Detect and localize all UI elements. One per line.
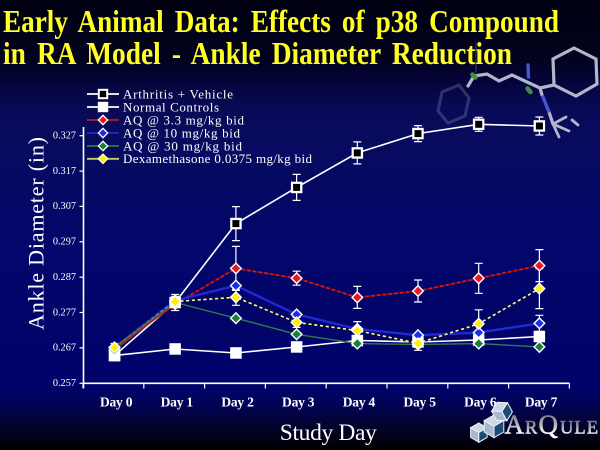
svg-text:Normal Controls: Normal Controls <box>123 99 219 114</box>
svg-text:Day 2: Day 2 <box>221 395 254 410</box>
svg-text:Day 4: Day 4 <box>343 395 376 410</box>
svg-text:ULE: ULE <box>560 419 598 439</box>
svg-text:R: R <box>525 419 538 439</box>
svg-text:0.277: 0.277 <box>53 307 76 318</box>
svg-text:0.327: 0.327 <box>53 131 76 142</box>
svg-text:0.297: 0.297 <box>53 237 76 248</box>
svg-text:0.287: 0.287 <box>53 272 76 283</box>
svg-text:Study Day: Study Day <box>280 420 377 446</box>
svg-text:Day 6: Day 6 <box>464 395 497 410</box>
svg-text:Day 1: Day 1 <box>161 395 194 410</box>
svg-text:Q: Q <box>539 410 559 440</box>
svg-text:A: A <box>505 410 525 440</box>
svg-text:0.267: 0.267 <box>53 343 76 354</box>
svg-text:AQ @ 3.3 mg/kg bid: AQ @ 3.3 mg/kg bid <box>123 112 245 127</box>
svg-text:AQ @ 10 mg/kg bid: AQ @ 10 mg/kg bid <box>123 125 241 140</box>
svg-text:Dexamethasone 0.0375 mg/kg bid: Dexamethasone 0.0375 mg/kg bid <box>123 151 313 166</box>
svg-text:Day 7: Day 7 <box>525 395 558 410</box>
svg-text:0.307: 0.307 <box>53 201 76 212</box>
svg-text:Ankle Diameter (in): Ankle Diameter (in) <box>24 137 49 330</box>
svg-text:Arthritis + Vehicle: Arthritis + Vehicle <box>123 86 233 101</box>
svg-text:Day 5: Day 5 <box>403 395 436 410</box>
svg-text:AQ @ 30 mg/kg bid: AQ @ 30 mg/kg bid <box>123 138 243 153</box>
svg-text:in RA Model - Ankle Diameter R: in RA Model - Ankle Diameter Reduction <box>3 36 512 71</box>
svg-text:0.257: 0.257 <box>53 378 76 389</box>
svg-text:Day 3: Day 3 <box>282 395 315 410</box>
svg-text:Day 0: Day 0 <box>100 395 133 410</box>
svg-text:0.317: 0.317 <box>53 166 76 177</box>
svg-text:Early Animal Data: Effects of: Early Animal Data: Effects of p38 Compou… <box>3 4 559 39</box>
